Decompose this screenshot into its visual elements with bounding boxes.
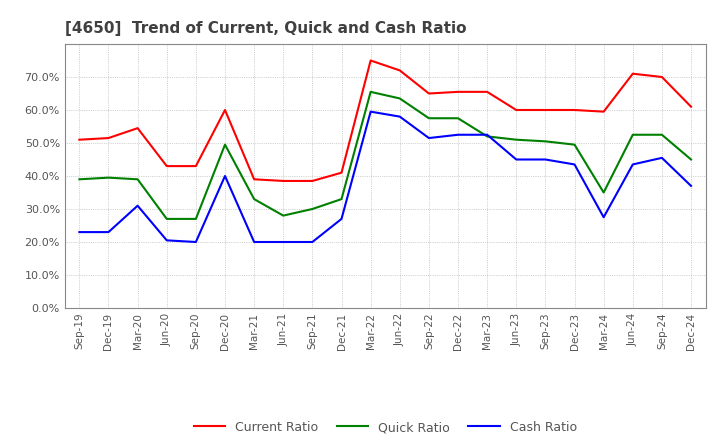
Cash Ratio — [570, 162, 579, 167]
Current Ratio — [133, 125, 142, 131]
Quick Ratio — [541, 139, 550, 144]
Quick Ratio — [657, 132, 666, 137]
Cash Ratio — [395, 114, 404, 119]
Quick Ratio — [104, 175, 113, 180]
Cash Ratio — [163, 238, 171, 243]
Current Ratio — [483, 89, 492, 95]
Cash Ratio — [133, 203, 142, 209]
Cash Ratio — [250, 239, 258, 245]
Quick Ratio — [192, 216, 200, 221]
Quick Ratio — [366, 89, 375, 95]
Current Ratio — [599, 109, 608, 114]
Current Ratio — [366, 58, 375, 63]
Current Ratio — [308, 178, 317, 183]
Cash Ratio — [483, 132, 492, 137]
Quick Ratio — [133, 176, 142, 182]
Cash Ratio — [279, 239, 287, 245]
Current Ratio — [395, 68, 404, 73]
Quick Ratio — [483, 134, 492, 139]
Cash Ratio — [337, 216, 346, 221]
Quick Ratio — [337, 196, 346, 202]
Line: Current Ratio: Current Ratio — [79, 60, 691, 181]
Quick Ratio — [220, 142, 229, 147]
Current Ratio — [657, 74, 666, 80]
Cash Ratio — [629, 162, 637, 167]
Cash Ratio — [599, 215, 608, 220]
Quick Ratio — [308, 206, 317, 212]
Current Ratio — [337, 170, 346, 175]
Quick Ratio — [687, 157, 696, 162]
Current Ratio — [279, 178, 287, 183]
Quick Ratio — [279, 213, 287, 218]
Cash Ratio — [425, 136, 433, 141]
Current Ratio — [541, 107, 550, 113]
Cash Ratio — [657, 155, 666, 161]
Current Ratio — [220, 107, 229, 113]
Cash Ratio — [75, 230, 84, 235]
Text: [4650]  Trend of Current, Quick and Cash Ratio: [4650] Trend of Current, Quick and Cash … — [65, 21, 467, 36]
Quick Ratio — [75, 176, 84, 182]
Cash Ratio — [192, 239, 200, 245]
Cash Ratio — [454, 132, 462, 137]
Quick Ratio — [629, 132, 637, 137]
Cash Ratio — [541, 157, 550, 162]
Cash Ratio — [366, 109, 375, 114]
Quick Ratio — [250, 196, 258, 202]
Line: Quick Ratio: Quick Ratio — [79, 92, 691, 219]
Quick Ratio — [599, 190, 608, 195]
Quick Ratio — [425, 116, 433, 121]
Current Ratio — [163, 163, 171, 169]
Current Ratio — [104, 136, 113, 141]
Current Ratio — [629, 71, 637, 76]
Current Ratio — [570, 107, 579, 113]
Cash Ratio — [512, 157, 521, 162]
Quick Ratio — [512, 137, 521, 142]
Line: Cash Ratio: Cash Ratio — [79, 112, 691, 242]
Cash Ratio — [308, 239, 317, 245]
Current Ratio — [512, 107, 521, 113]
Cash Ratio — [220, 173, 229, 179]
Current Ratio — [250, 176, 258, 182]
Quick Ratio — [395, 96, 404, 101]
Current Ratio — [192, 163, 200, 169]
Quick Ratio — [163, 216, 171, 221]
Quick Ratio — [454, 116, 462, 121]
Cash Ratio — [687, 183, 696, 188]
Current Ratio — [425, 91, 433, 96]
Current Ratio — [687, 104, 696, 109]
Current Ratio — [75, 137, 84, 142]
Current Ratio — [454, 89, 462, 95]
Legend: Current Ratio, Quick Ratio, Cash Ratio: Current Ratio, Quick Ratio, Cash Ratio — [189, 416, 582, 439]
Cash Ratio — [104, 230, 113, 235]
Quick Ratio — [570, 142, 579, 147]
